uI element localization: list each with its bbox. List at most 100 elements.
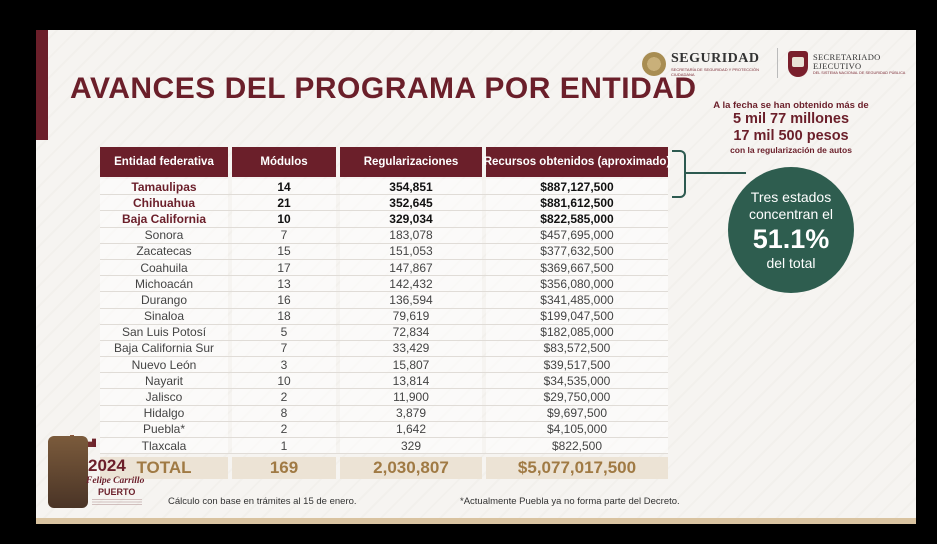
cell-entidad: Nayarit (100, 373, 228, 389)
cell-regularizaciones: 147,867 (340, 259, 482, 276)
cell-modulos: 15 (232, 243, 336, 259)
cell-regularizaciones: 352,645 (340, 195, 482, 211)
circle-text-top: Tres estados concentran el (748, 188, 834, 222)
cell-modulos: 8 (232, 405, 336, 421)
table-row: Sonora 7 183,078 $457,695,000 (100, 227, 668, 244)
cell-entidad: Puebla* (100, 421, 228, 437)
sesnsp-subtext: DEL SISTEMA NACIONAL DE SEGURIDAD PÚBLIC… (813, 70, 906, 75)
cell-regularizaciones: 354,851 (340, 179, 482, 195)
info-line1: A la fecha se han obtenido más de (713, 100, 869, 111)
bracket-line (686, 172, 746, 174)
cell-modulos: 7 (232, 227, 336, 243)
info-amount-line1: 5 mil 77 millones (732, 111, 850, 127)
cell-entidad: Durango (100, 292, 228, 308)
cell-recursos: $199,047,500 (486, 308, 668, 324)
cell-recursos: $34,535,000 (486, 373, 668, 389)
seguridad-logo-text: SEGURIDAD (671, 51, 760, 66)
cell-entidad: Baja California Sur (100, 340, 228, 357)
seguridad-logo: SEGURIDAD SECRETARÍA DE SEGURIDAD Y PROT… (642, 48, 772, 80)
table-row: Tlaxcala 1 329 $822,500 (100, 438, 668, 455)
cell-recursos: $881,612,500 (486, 195, 668, 211)
cell-modulos: 13 (232, 276, 336, 292)
puerto-fineprint (92, 499, 142, 506)
cell-entidad: Michoacán (100, 276, 228, 292)
cell-regularizaciones: 72,834 (340, 324, 482, 340)
accent-bar (36, 30, 48, 140)
cell-modulos: 5 (232, 324, 336, 340)
cell-recursos: $182,085,000 (486, 324, 668, 340)
header-entidad: Entidad federativa (100, 147, 228, 177)
cell-modulos: 17 (232, 259, 336, 276)
puerto-year: 2024 (88, 456, 126, 475)
cell-modulos: 2 (232, 389, 336, 405)
puerto-city: PUERTO (98, 487, 136, 497)
header-recursos: Recursos obtenidos (aproximado) (484, 147, 670, 177)
cell-entidad: San Luis Potosí (100, 324, 228, 340)
cell-modulos: 21 (232, 195, 336, 211)
table-row: Michoacán 13 142,432 $356,080,000 (100, 276, 668, 293)
cell-entidad: Sinaloa (100, 308, 228, 324)
cell-recursos: $29,750,000 (486, 389, 668, 405)
logo-divider (777, 48, 778, 78)
cell-modulos: 16 (232, 292, 336, 308)
cell-regularizaciones: 136,594 (340, 292, 482, 308)
cell-recursos: $4,105,000 (486, 421, 668, 437)
cell-recursos: $822,500 (486, 438, 668, 454)
cell-regularizaciones: 142,432 (340, 276, 482, 292)
cell-entidad: Jalisco (100, 389, 228, 405)
sesnsp-logo: SECRETARIADO EJECUTIVO DEL SISTEMA NACIO… (788, 48, 910, 80)
cell-recursos: $369,667,500 (486, 259, 668, 276)
total-label: TOTAL (100, 457, 228, 480)
percent-circle: Tres estados concentran el 51.1% del tot… (728, 167, 854, 293)
cell-regularizaciones: 15,807 (340, 357, 482, 373)
cell-recursos: $83,572,500 (486, 340, 668, 357)
cell-regularizaciones: 183,078 (340, 227, 482, 243)
cell-regularizaciones: 151,053 (340, 243, 482, 259)
table-row: Zacatecas 15 151,053 $377,632,500 (100, 243, 668, 260)
header-regularizaciones: Regularizaciones (340, 147, 482, 177)
bottom-bar (36, 518, 916, 524)
puerto-name: Felipe Carrillo (86, 476, 145, 486)
cell-regularizaciones: 329,034 (340, 211, 482, 227)
cell-entidad: Hidalgo (100, 405, 228, 421)
sesnsp-line1: SECRETARIADO (813, 51, 881, 62)
table-row: Nuevo León 3 15,807 $39,517,500 (100, 357, 668, 374)
sesnsp-line2: EJECUTIVO (813, 60, 862, 71)
cell-regularizaciones: 79,619 (340, 308, 482, 324)
cell-modulos: 3 (232, 357, 336, 373)
cell-modulos: 2 (232, 421, 336, 437)
table-row: Jalisco 2 11,900 $29,750,000 (100, 389, 668, 406)
table-row: Baja California 10 329,034 $822,585,000 (100, 211, 668, 228)
table-row: Chihuahua 21 352,645 $881,612,500 (100, 195, 668, 212)
cell-regularizaciones: 1,642 (340, 421, 482, 437)
cell-modulos: 14 (232, 179, 336, 195)
cell-recursos: $822,585,000 (486, 211, 668, 227)
cell-regularizaciones: 13,814 (340, 373, 482, 389)
table-row: Sinaloa 18 79,619 $199,047,500 (100, 308, 668, 325)
total-modulos: 169 (232, 457, 336, 480)
cell-modulos: 1 (232, 438, 336, 454)
cell-entidad: Zacatecas (100, 243, 228, 259)
cell-modulos: 10 (232, 373, 336, 389)
portrait-image (48, 436, 88, 508)
cell-modulos: 10 (232, 211, 336, 227)
cell-recursos: $341,485,000 (486, 292, 668, 308)
cell-recursos: $39,517,500 (486, 357, 668, 373)
seguridad-logo-subtext: SECRETARÍA DE SEGURIDAD Y PROTECCIÓN CIU… (671, 67, 760, 77)
circle-text-bottom: del total (766, 254, 816, 271)
footnote-right: *Actualmente Puebla ya no forma parte de… (460, 496, 680, 507)
cell-recursos: $356,080,000 (486, 276, 668, 292)
slide: AVANCES DEL PROGRAMA POR ENTIDAD SEGURID… (36, 30, 916, 524)
cell-entidad: Nuevo León (100, 357, 228, 373)
table-row: Tamaulipas 14 354,851 $887,127,500 (100, 179, 668, 196)
shield-icon (788, 51, 808, 77)
table-row: Baja California Sur 7 33,429 $83,572,500 (100, 340, 668, 358)
cell-recursos: $9,697,500 (486, 405, 668, 421)
table-row: Coahuila 17 147,867 $369,667,500 (100, 259, 668, 277)
cell-entidad: Baja California (100, 211, 228, 227)
info-summary: A la fecha se han obtenido más de 5 mil … (691, 100, 891, 155)
cell-regularizaciones: 11,900 (340, 389, 482, 405)
total-recursos: $5,077,017,500 (486, 457, 668, 480)
cell-entidad: Tamaulipas (100, 179, 228, 195)
bracket-connector (672, 150, 686, 198)
